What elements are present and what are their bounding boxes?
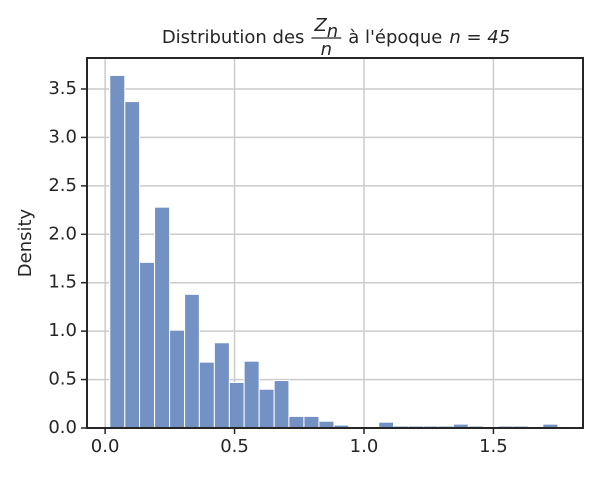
bar xyxy=(243,360,260,429)
y-tick-label: 2.5 xyxy=(48,175,77,196)
bar xyxy=(184,293,200,429)
chart-title: Distribution des Z n n à l'époque n = 45 xyxy=(162,15,510,60)
y-tick-label: 0.0 xyxy=(48,417,77,438)
bar xyxy=(154,206,171,429)
bar xyxy=(139,261,156,429)
bar xyxy=(318,420,335,429)
y-tick-label: 1.0 xyxy=(48,320,77,341)
bar xyxy=(109,74,126,429)
bar xyxy=(273,380,290,429)
y-tick-label: 3.0 xyxy=(48,126,77,147)
y-tick-label: 3.5 xyxy=(48,78,77,99)
y-tick-label: 1.5 xyxy=(48,272,77,293)
title-numerator: Z xyxy=(313,15,327,36)
title-text: à l'époque xyxy=(348,27,442,48)
bar xyxy=(169,329,186,429)
title-text: Distribution des xyxy=(162,27,305,48)
bar xyxy=(213,342,230,429)
x-tick-label: 1.0 xyxy=(350,436,379,457)
x-tick-label: 0.5 xyxy=(220,436,249,457)
x-tick-label: 1.5 xyxy=(479,436,508,457)
bar xyxy=(198,361,215,429)
bar xyxy=(124,101,141,429)
y-tick-label: 2.0 xyxy=(48,223,77,244)
title-math: n = 45 xyxy=(449,27,510,48)
y-tick-label: 0.5 xyxy=(48,369,77,390)
plot-frame xyxy=(86,57,584,429)
bar xyxy=(288,415,305,429)
title-denominator: n xyxy=(321,39,332,60)
y-axis-label: Density xyxy=(15,208,36,277)
bar xyxy=(303,415,320,429)
title-subscript: n xyxy=(327,21,338,42)
x-tick-label: 0.0 xyxy=(91,436,120,457)
bar xyxy=(258,388,275,429)
bar xyxy=(228,381,245,429)
